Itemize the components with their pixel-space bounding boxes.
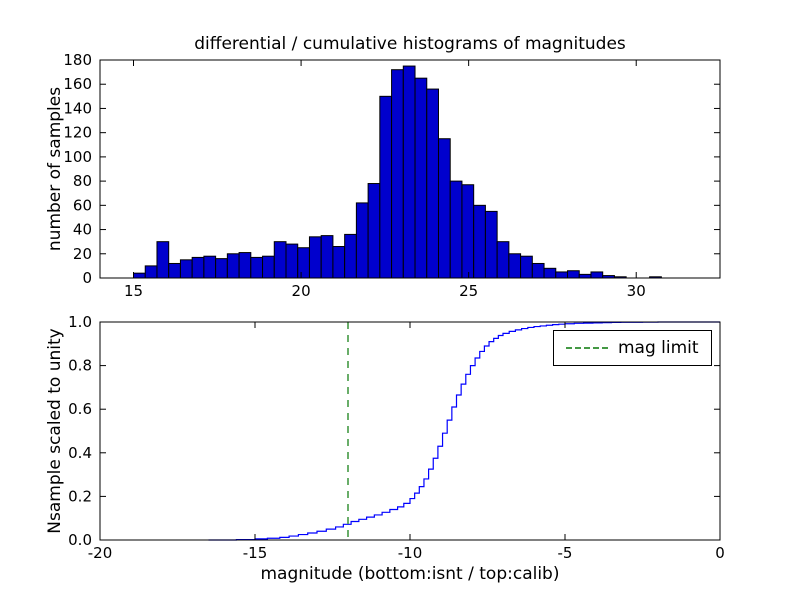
histogram-bar <box>543 267 557 279</box>
x-tick-label: 15 <box>124 282 143 300</box>
histogram-bar <box>355 202 369 279</box>
x-tick-label: 25 <box>459 282 478 300</box>
histogram-bar <box>191 256 205 279</box>
chart-title: differential / cumulative histograms of … <box>194 34 626 54</box>
y-tick-label: 1.0 <box>68 313 92 331</box>
y-tick-label: 0.0 <box>68 531 92 549</box>
y-tick-label: 140 <box>63 99 92 117</box>
bottom-y-axis-label: Nsample scaled to unity <box>45 328 65 534</box>
y-tick-label: 0.2 <box>68 487 92 505</box>
histogram-bar <box>555 271 569 279</box>
histogram-bar <box>297 247 310 279</box>
histogram-bar <box>402 65 416 279</box>
histogram-bar <box>320 235 334 279</box>
y-tick-label: 0.4 <box>68 444 92 462</box>
y-tick-label: 120 <box>63 124 92 142</box>
y-tick-label: 60 <box>73 196 92 214</box>
x-tick-label: 30 <box>627 282 646 300</box>
histogram-bar <box>426 88 439 279</box>
y-tick-label: 180 <box>63 51 92 69</box>
histogram-bar <box>567 270 580 279</box>
y-tick-label: 20 <box>73 245 92 263</box>
histogram-bar <box>520 255 533 279</box>
y-tick-label: 80 <box>73 172 92 190</box>
y-tick-label: 160 <box>63 75 92 93</box>
histogram-bar <box>449 180 463 279</box>
histogram-bar <box>414 77 428 279</box>
histogram-bar <box>215 258 228 279</box>
y-tick-label: 0.6 <box>68 400 92 418</box>
histogram-bar <box>531 262 545 279</box>
histogram-bar <box>156 241 170 279</box>
histogram-bar <box>391 69 404 279</box>
histogram-bar <box>508 253 522 279</box>
axes-border <box>99 59 721 279</box>
histogram-bar <box>179 259 193 279</box>
histogram-bar <box>484 210 498 279</box>
histogram-bar <box>273 241 287 279</box>
histogram-bar <box>226 253 240 279</box>
cumulative-histogram-axes: -20 -15 -10 -5 0 0.0 0.2 0.4 0.6 0.8 1.0 <box>68 313 725 562</box>
legend-label: mag limit <box>618 338 699 358</box>
histogram-bar <box>285 243 299 279</box>
histogram-bar <box>578 273 592 279</box>
x-tick-label: -20 <box>88 544 113 562</box>
x-axis-label: magnitude (bottom:isnt / top:calib) <box>260 564 560 584</box>
histogram-bar <box>262 255 275 279</box>
histogram-bar <box>203 255 217 279</box>
histogram-bar <box>332 246 346 279</box>
legend-dashed-line-sample <box>566 347 608 349</box>
top-y-axis-label: number of samples <box>45 86 65 252</box>
histogram-bar <box>344 233 357 279</box>
x-tick-label: -5 <box>558 544 573 562</box>
y-tick-label: 0.8 <box>68 357 92 375</box>
x-tick-label: -15 <box>243 544 268 562</box>
histogram-bar <box>308 236 322 279</box>
histogram-bar <box>461 184 475 279</box>
histogram-bar <box>437 138 451 279</box>
histogram-bar <box>144 265 158 279</box>
histogram-bar <box>367 183 381 279</box>
histogram-bar <box>168 262 181 279</box>
y-tick-label: 100 <box>63 148 92 166</box>
y-tick-label: 0 <box>82 269 92 287</box>
histogram-bar <box>473 204 486 279</box>
histogram-bar <box>379 95 393 279</box>
differential-histogram-axes: 15 20 25 30 0 20 40 60 80 100 120 140 160 180 <box>63 51 721 300</box>
x-tick-label: -10 <box>398 544 423 562</box>
x-tick-label: 0 <box>715 544 725 562</box>
y-tick-label: 40 <box>73 221 92 239</box>
histogram-bar <box>133 272 146 279</box>
legend: mag limit <box>553 330 712 366</box>
histogram-bar <box>496 241 510 279</box>
histogram-bar <box>590 271 604 279</box>
x-tick-label: 20 <box>292 282 311 300</box>
histogram-bar <box>250 256 264 279</box>
histogram-bar <box>238 252 252 279</box>
